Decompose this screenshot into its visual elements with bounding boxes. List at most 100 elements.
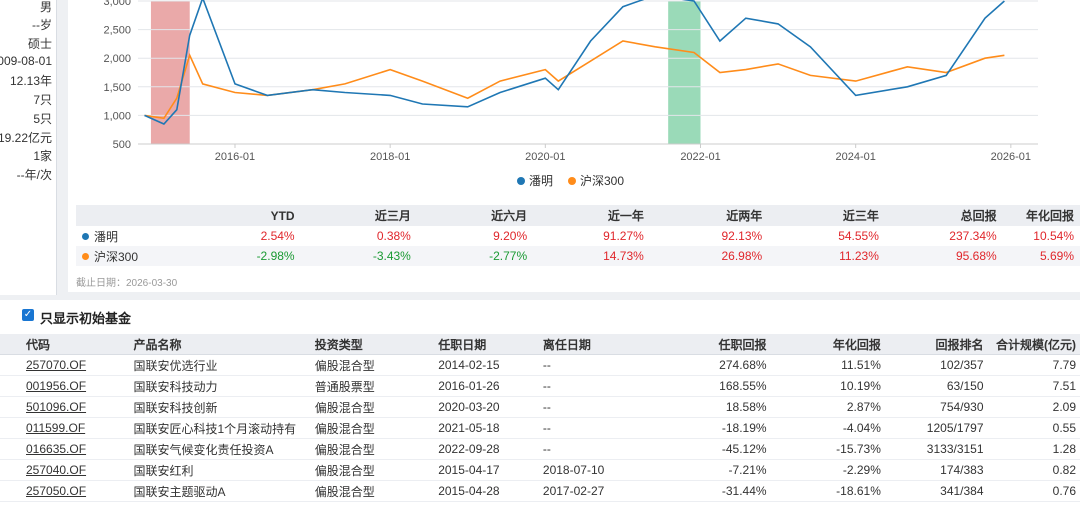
manager-profile-panel: 男 --岁 硕士 009-08-01 12.13年 7只 5只 19.22亿元 1家 --年/次 xyxy=(0,0,56,295)
returns-header-cell: 近两年 xyxy=(649,205,769,226)
funds-header-cell[interactable]: 代码 xyxy=(0,334,130,355)
fund-cell: 2.87% xyxy=(770,396,885,418)
fund-cell: 国联安气候变化责任投资A xyxy=(129,438,311,460)
series-dot-icon xyxy=(82,252,89,260)
fund-row[interactable]: 001956.OF 国联安科技动力 普通股票型 2016-01-26 -- 168.55%… xyxy=(0,375,1080,397)
fund-cell: 偏股混合型 xyxy=(310,438,435,460)
return-value-cell: 237.34% xyxy=(949,229,997,243)
fund-code-link[interactable]: 011599.OF xyxy=(0,417,130,439)
funds-header-cell[interactable]: 回报排名 xyxy=(884,334,988,355)
fund-cell: -4.04% xyxy=(770,417,885,439)
fund-cell: 2022-09-28 xyxy=(434,438,539,460)
initial-fund-filter-label[interactable]: 只显示初始基金 xyxy=(40,311,132,326)
funds-header-cell[interactable]: 离任日期 xyxy=(538,334,656,355)
fund-row[interactable]: 501096.OF 国联安科技创新 偏股混合型 2020-03-20 -- 18.58% 2… xyxy=(0,396,1080,418)
fund-cell: 0.55 xyxy=(987,417,1080,439)
funds-header-cell[interactable]: 产品名称 xyxy=(129,334,311,355)
fund-code-link[interactable]: 257070.OF xyxy=(0,354,130,376)
return-value-cell: 14.73% xyxy=(533,246,650,266)
x-tick-label: 2022-01 xyxy=(680,151,720,163)
returns-header-cell: 近六月 xyxy=(416,205,534,226)
profile-value: 009-08-01 xyxy=(0,54,52,68)
profile-value: 7只 xyxy=(33,93,52,107)
return-value-cell: 11.23% xyxy=(768,246,885,266)
fund-cell: 2018-07-10 xyxy=(538,459,656,481)
shaded-period xyxy=(668,1,701,144)
fund-cell: 2016-01-26 xyxy=(434,375,539,397)
y-tick-label: 2,000 xyxy=(103,53,131,65)
fund-cell: 1205/1797 xyxy=(884,417,988,439)
fund-code-link[interactable]: 257050.OF xyxy=(0,480,130,502)
fund-cell: 国联安优选行业 xyxy=(129,354,311,376)
fund-cell: -31.44% xyxy=(655,480,771,502)
funds-header-cell[interactable]: 年化回报 xyxy=(770,334,885,355)
fund-row[interactable]: 016635.OF 国联安气候变化责任投资A 偏股混合型 2022-09-28 -- -4… xyxy=(0,438,1080,460)
fund-cell: -- xyxy=(538,396,656,418)
return-value-cell: 95.68% xyxy=(884,246,1003,266)
funds-header-cell[interactable]: 任职回报 xyxy=(655,334,771,355)
returns-header-cell: 年化回报 xyxy=(1002,205,1080,226)
return-value-cell: 92.13% xyxy=(721,229,763,243)
fund-cell: 偏股混合型 xyxy=(310,396,435,418)
performance-chart-card: 3,000 2,500 2,000 1,500 1,000 500 2016-01 2018-… xyxy=(68,0,1080,292)
x-tick-label: 2020-01 xyxy=(525,151,565,163)
x-tick-label: 2024-01 xyxy=(835,151,875,163)
fund-cell: 国联安科技动力 xyxy=(129,375,311,397)
return-value-cell: 0.38% xyxy=(376,229,411,243)
return-value-cell: 54.55% xyxy=(838,229,879,243)
funds-header-cell[interactable]: 投资类型 xyxy=(310,334,435,355)
fund-code-link[interactable]: 501096.OF xyxy=(0,396,130,418)
profile-value: --岁 xyxy=(32,18,52,32)
fund-row[interactable]: 011599.OF 国联安匠心科技1个月滚动持有 偏股混合型 2021-05-18 --… xyxy=(0,417,1080,439)
legend-label: 沪深300 xyxy=(580,174,624,188)
checkbox-checked-icon[interactable]: ✓ xyxy=(22,309,34,321)
fund-code-link[interactable]: 016635.OF xyxy=(0,438,130,460)
profile-value: 19.22亿元 xyxy=(0,131,52,145)
fund-cell: 0.76 xyxy=(987,480,1080,502)
fund-cell: -- xyxy=(538,417,656,439)
fund-cell: -45.12% xyxy=(655,438,771,460)
fund-cell: 偏股混合型 xyxy=(310,480,435,502)
legend-marker xyxy=(517,177,525,185)
fund-cell: 普通股票型 xyxy=(310,375,435,397)
fund-cell: 国联安匠心科技1个月滚动持有 xyxy=(129,417,311,439)
fund-cell: 7.79 xyxy=(987,354,1080,376)
x-tick-label: 2026-01 xyxy=(991,151,1031,163)
fund-row[interactable]: 257040.OF 国联安红利 偏股混合型 2015-04-17 2018-07-10-… xyxy=(0,459,1080,481)
return-value-cell: 9.20% xyxy=(493,229,528,243)
fund-row[interactable]: 257050.OF 国联安主题驱动A 偏股混合型 2015-04-28 2017-02-… xyxy=(0,480,1080,502)
fund-cell: 10.19% xyxy=(770,375,885,397)
return-value-cell: 2.54% xyxy=(260,229,295,243)
fund-cell: 11.51% xyxy=(770,354,885,376)
fund-cell: -18.61% xyxy=(770,480,885,502)
fund-row[interactable]: 257070.OF 国联安优选行业 偏股混合型 2014-02-15 -- 274.68%… xyxy=(0,354,1080,376)
profile-value: 5只 xyxy=(33,112,52,126)
legend-label: 潘明 xyxy=(529,174,553,188)
profile-value: 硕士 xyxy=(27,37,52,51)
series-name-cell: 潘明 xyxy=(76,226,209,246)
returns-row: 潘明 2.54% 0.38% 9.20% 91.27% 92.13% 54.55% 237.3… xyxy=(76,226,1080,246)
returns-header-cell: 近三月 xyxy=(300,205,417,226)
return-value-cell: -2.77% xyxy=(416,246,534,266)
fund-cell: 2017-02-27 xyxy=(538,480,656,502)
y-tick-label: 1,500 xyxy=(103,82,131,94)
performance-line-chart: 3,000 2,500 2,000 1,500 1,000 500 2016-01 2018-… xyxy=(103,0,1038,188)
fund-code-link[interactable]: 001956.OF xyxy=(0,375,130,397)
profile-value: 男 xyxy=(39,0,52,14)
fund-cell: 国联安主题驱动A xyxy=(129,480,311,502)
fund-cell: 168.55% xyxy=(655,375,771,397)
fund-cell: 341/384 xyxy=(884,480,988,502)
fund-cell: 2015-04-28 xyxy=(434,480,539,502)
returns-table: YTD 近三月 近六月 近一年 近两年 近三年 总回报 年化回报 潘明 2.54% 0.38% 9.2… xyxy=(76,205,1080,266)
fund-cell: 偏股混合型 xyxy=(310,459,435,481)
fund-cell: 0.82 xyxy=(987,459,1080,481)
x-tick-label: 2016-01 xyxy=(215,151,255,163)
fund-cell: -- xyxy=(538,354,656,376)
return-value-cell: 10.54% xyxy=(1033,229,1074,243)
fund-cell: 2021-05-18 xyxy=(434,417,539,439)
funds-header-cell[interactable]: 合计规模(亿元) xyxy=(987,334,1080,355)
fund-code-link[interactable]: 257040.OF xyxy=(0,459,130,481)
fund-cell: 754/930 xyxy=(884,396,988,418)
funds-header-cell[interactable]: 任职日期 xyxy=(434,334,539,355)
returns-header-cell: YTD xyxy=(208,205,301,226)
